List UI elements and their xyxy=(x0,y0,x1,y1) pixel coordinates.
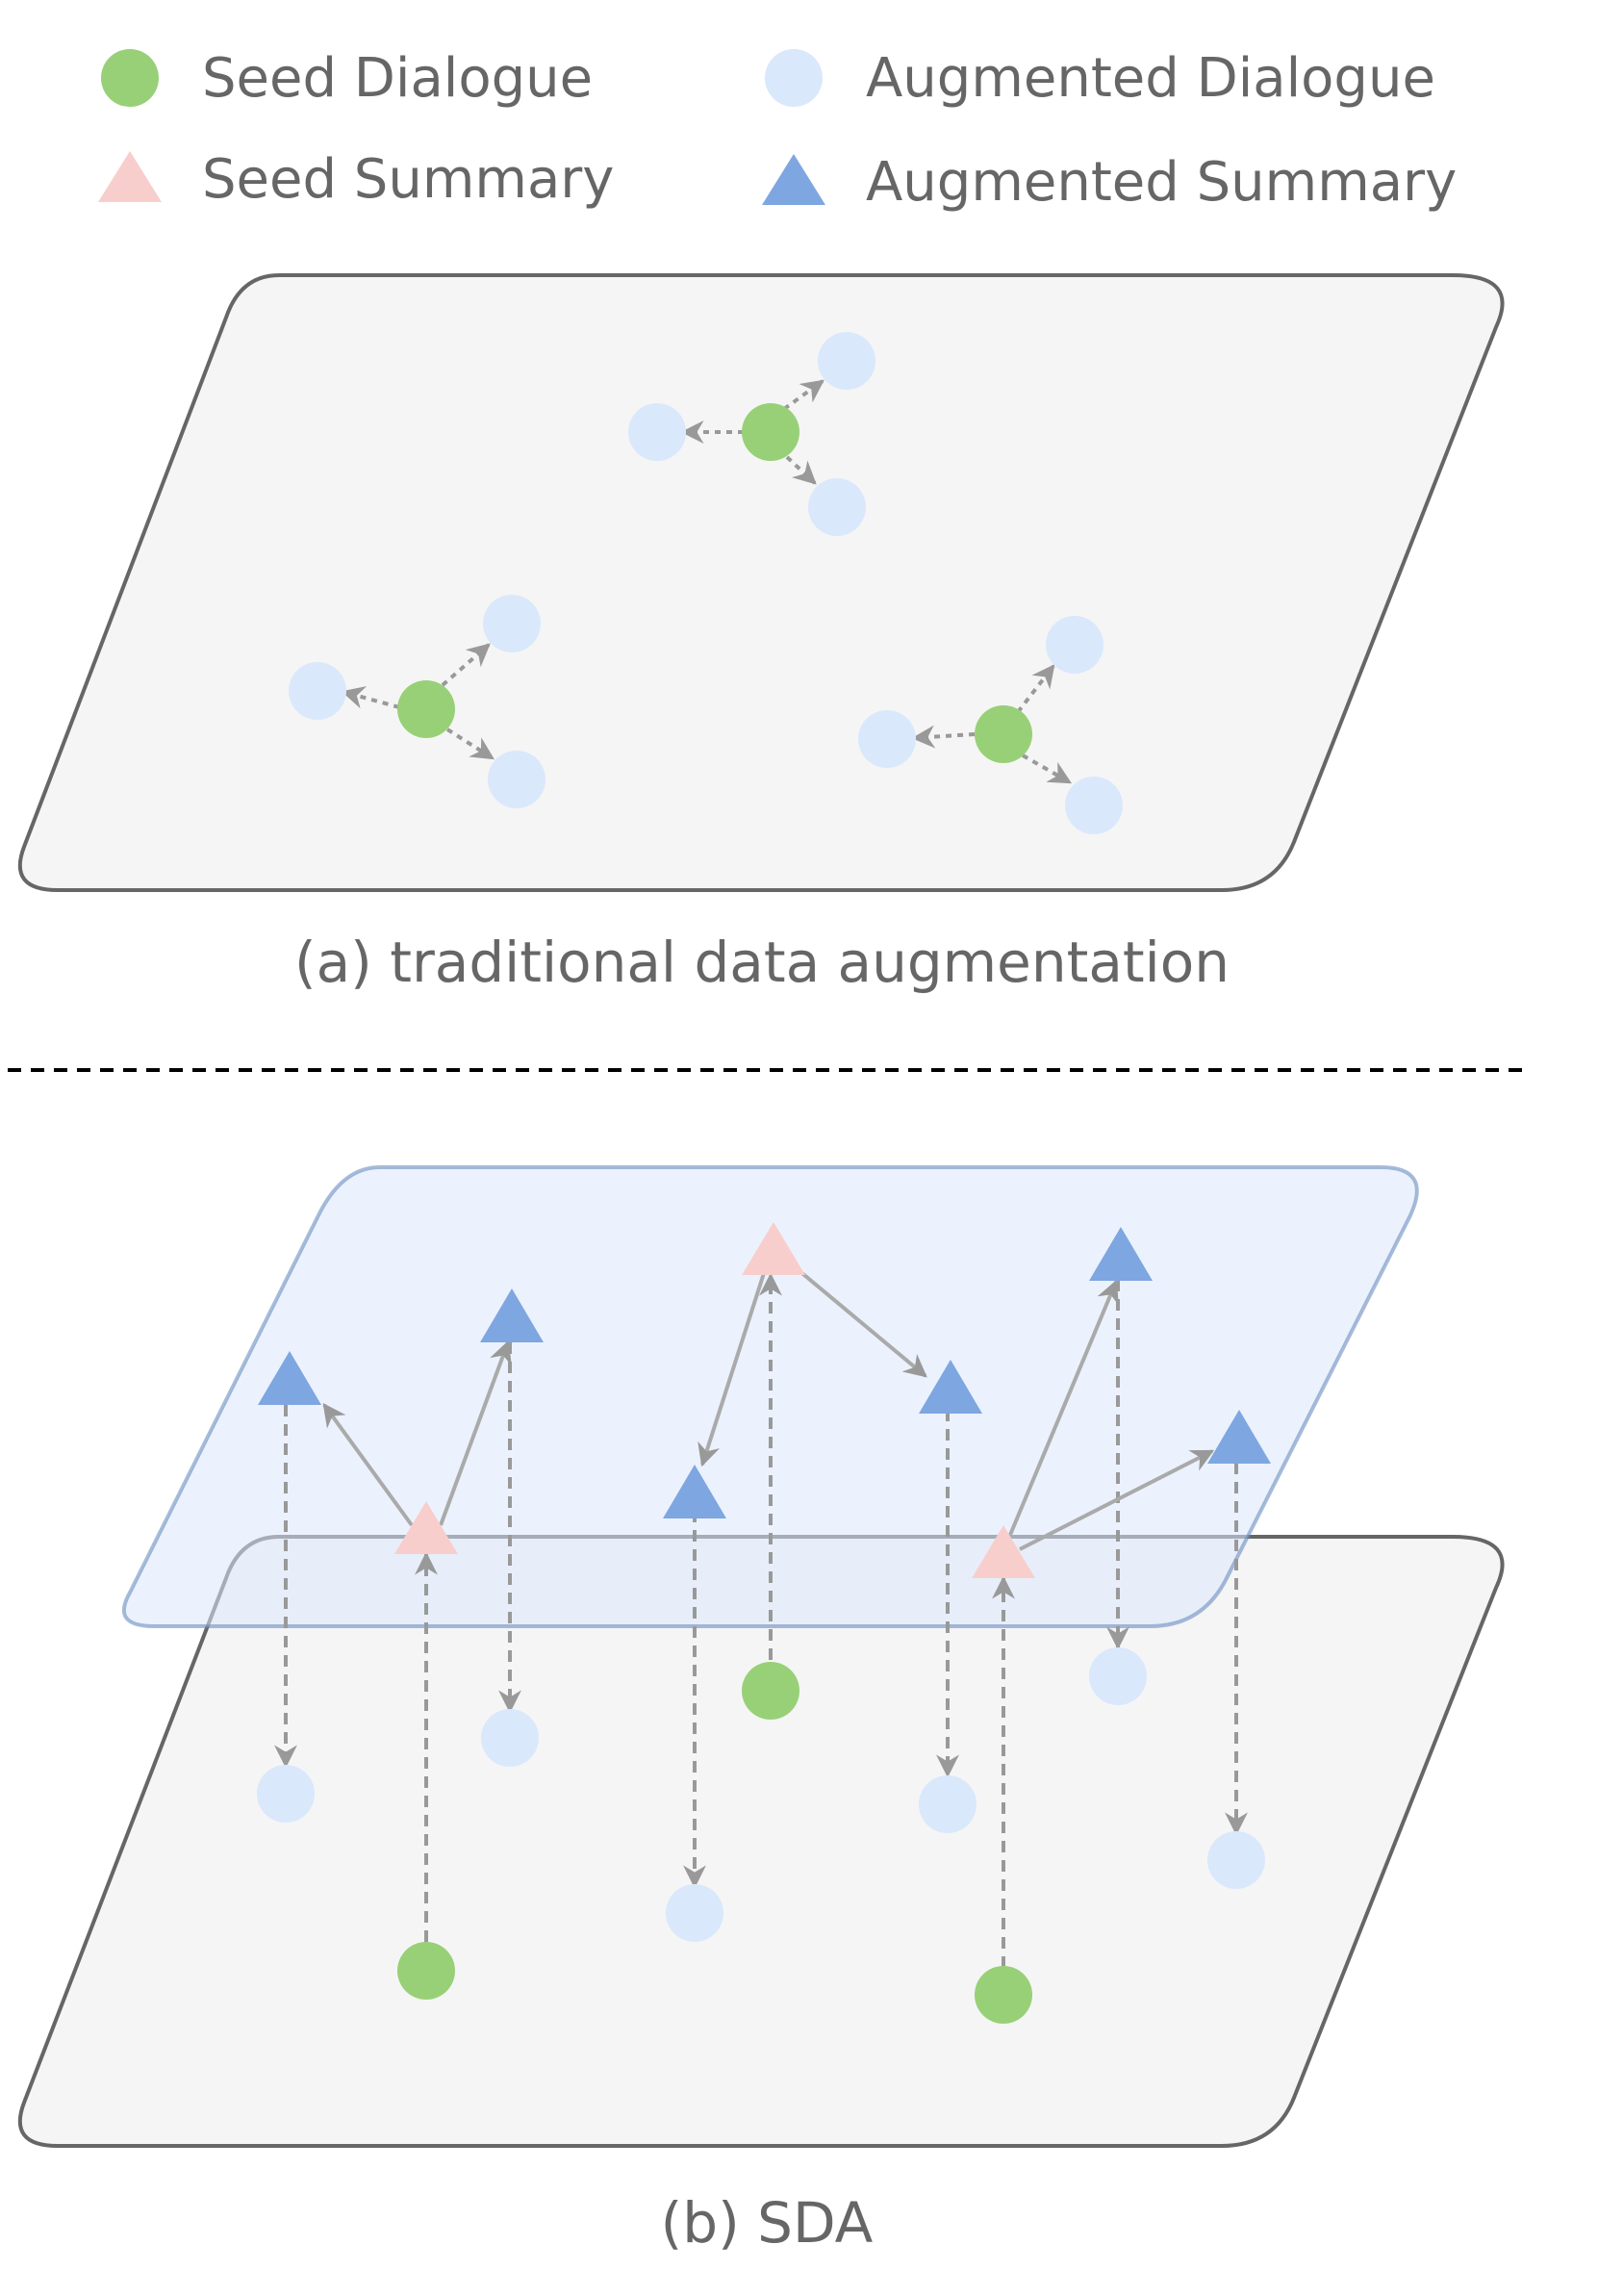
seed-dialogue-node xyxy=(742,403,799,461)
legend-seed-summary-label: Seed Summary xyxy=(202,148,614,211)
caption-sda: (b) SDA xyxy=(661,2190,874,2256)
augmented-dialogue-node xyxy=(483,595,541,652)
augment-summary-arrow xyxy=(698,1269,767,1467)
legend-seed-summary-icon xyxy=(98,151,162,202)
augmented-dialogue-node xyxy=(628,403,686,461)
augment-summary-arrow xyxy=(322,1403,414,1527)
seed-dialogue-node xyxy=(397,680,455,738)
augment-summary-arrow xyxy=(1019,1449,1215,1551)
seed-dialogue-node xyxy=(975,1966,1032,2024)
augmentation-cluster xyxy=(289,595,545,808)
seed-summary-node xyxy=(972,1525,1035,1578)
legend: Seed Dialogue Augmented Dialogue Seed Su… xyxy=(98,47,1457,214)
augment-arrow xyxy=(341,686,400,709)
dialogue-plane xyxy=(17,273,1505,892)
seed-summary-node xyxy=(742,1222,805,1275)
augmented-summary-node xyxy=(919,1360,982,1414)
augmented-dialogue-node xyxy=(818,332,875,390)
panel-sda: (b) SDA xyxy=(17,1165,1505,2256)
seed-dialogue-node xyxy=(975,705,1032,763)
legend-augmented-summary-label: Augmented Summary xyxy=(866,151,1457,214)
augmentation-cluster xyxy=(628,332,875,536)
augment-arrow xyxy=(911,725,976,749)
augmented-dialogue-node xyxy=(1065,777,1123,834)
augmented-dialogue-node xyxy=(1046,616,1103,674)
legend-augmented-summary-icon xyxy=(762,154,825,205)
augmented-dialogue-node xyxy=(1089,1647,1147,1705)
panel-traditional: (a) traditional data augmentation xyxy=(17,273,1505,995)
augmented-summary-node xyxy=(258,1351,321,1405)
augmentation-cluster xyxy=(858,616,1123,834)
augment-arrow xyxy=(782,379,824,411)
augment-arrow xyxy=(1022,753,1073,784)
seed-dialogue-node xyxy=(742,1662,799,1720)
augmented-dialogue-node xyxy=(808,478,866,536)
augmented-dialogue-node xyxy=(481,1709,539,1767)
augment-arrow xyxy=(441,643,491,687)
augment-arrow xyxy=(445,727,495,760)
augmented-summary-node xyxy=(1207,1410,1271,1464)
augmented-dialogue-node xyxy=(289,662,346,720)
seed-dialogue-node xyxy=(397,1942,455,2000)
augmented-dialogue-node xyxy=(1207,1831,1265,1889)
legend-augmented-dialogue-icon xyxy=(765,49,823,107)
augmented-dialogue-node xyxy=(488,751,545,808)
augmented-dialogue-node xyxy=(666,1884,723,1942)
augmented-dialogue-node xyxy=(919,1775,977,1833)
augment-summary-arrow xyxy=(785,1259,927,1378)
augmented-summary-node xyxy=(1089,1227,1153,1281)
legend-seed-dialogue-icon xyxy=(101,49,159,107)
seed-summary-node xyxy=(394,1501,458,1554)
augment-summary-arrow xyxy=(1008,1279,1119,1536)
augmented-summary-node xyxy=(663,1465,726,1518)
augmented-summary-node xyxy=(480,1288,544,1342)
augment-arrow xyxy=(1016,664,1055,714)
augment-summary-arrow xyxy=(439,1339,512,1526)
legend-seed-dialogue-label: Seed Dialogue xyxy=(202,47,593,110)
augmented-dialogue-node xyxy=(257,1765,315,1823)
augmented-dialogue-node xyxy=(858,710,916,768)
caption-traditional: (a) traditional data augmentation xyxy=(294,930,1230,995)
legend-augmented-dialogue-label: Augmented Dialogue xyxy=(866,47,1435,110)
